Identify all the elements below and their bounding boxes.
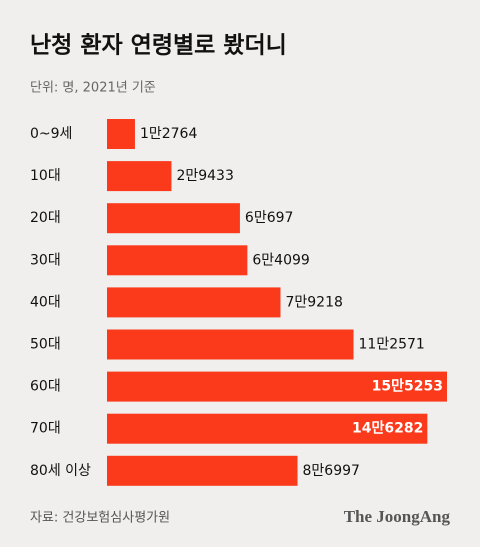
bar xyxy=(107,245,248,276)
value-label: 6만4099 xyxy=(252,252,309,268)
bar xyxy=(107,287,281,318)
category-label: 30대 xyxy=(30,252,61,268)
category-label: 20대 xyxy=(30,210,61,226)
value-label: 11만2571 xyxy=(359,337,425,353)
source: 자료: 건강보험심사평가원 xyxy=(30,511,170,526)
bar xyxy=(107,329,354,360)
category-label: 70대 xyxy=(30,421,61,437)
category-label: 40대 xyxy=(30,294,61,310)
bar xyxy=(107,203,240,234)
category-label: 80세 이상 xyxy=(30,463,91,479)
value-label: 2만9433 xyxy=(176,168,233,184)
value-label: 14만6282 xyxy=(352,421,423,437)
category-label: 0~9세 xyxy=(30,126,72,142)
value-label: 8만6997 xyxy=(303,463,360,479)
bar xyxy=(107,455,298,486)
bar xyxy=(107,119,135,149)
brand: The JoongAng xyxy=(344,507,451,526)
category-label: 50대 xyxy=(30,337,61,353)
value-label: 15만5253 xyxy=(372,379,443,395)
value-label: 6만697 xyxy=(245,210,294,226)
bar xyxy=(107,161,172,192)
bar xyxy=(107,413,428,444)
value-label: 7만9218 xyxy=(285,294,342,310)
chart-title: 난청 환자 연령별로 봤더니 xyxy=(30,33,287,59)
chart-subtitle: 단위: 명, 2021년 기준 xyxy=(30,81,156,96)
category-label: 60대 xyxy=(30,379,61,395)
category-label: 10대 xyxy=(30,168,61,184)
value-label: 1만2764 xyxy=(140,126,198,142)
bar xyxy=(107,371,447,402)
